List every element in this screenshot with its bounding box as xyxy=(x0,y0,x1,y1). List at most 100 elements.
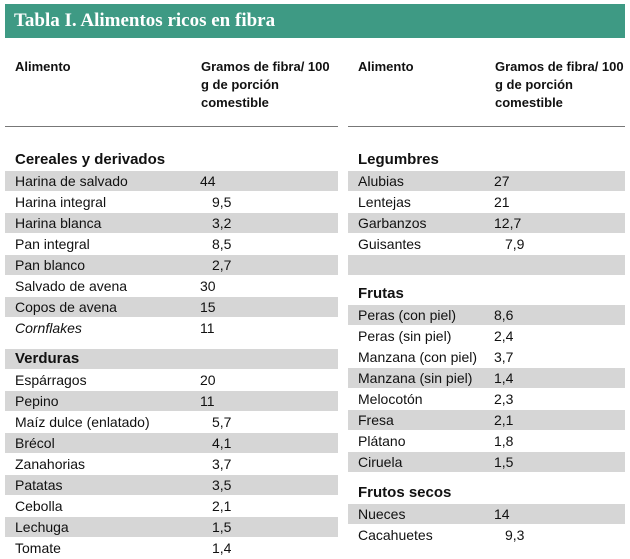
table-row: Garbanzos 12,7 xyxy=(348,213,625,234)
fiber-value: 8,6 xyxy=(494,307,514,323)
section-title: Frutas xyxy=(348,284,625,305)
section-name: Frutos secos xyxy=(358,484,452,501)
food-name: Brécol xyxy=(15,435,55,451)
food-name: Copos de avena xyxy=(15,299,117,315)
right-column: Alimento Gramos de fibra/ 100 g de porci… xyxy=(348,38,625,546)
food-name: Peras (sin piel) xyxy=(358,328,452,344)
section-title: Verduras xyxy=(5,349,338,370)
food-name: Lentejas xyxy=(358,194,411,210)
food-name: Nueces xyxy=(358,506,406,522)
fiber-value: 2,7 xyxy=(212,257,232,273)
fiber-value: 5,7 xyxy=(212,414,232,430)
table-row: Manzana (sin piel) 1,4 xyxy=(348,368,625,389)
food-name: Manzana (sin piel) xyxy=(358,370,473,386)
fiber-value: 12,7 xyxy=(494,215,522,231)
fiber-value: 9,3 xyxy=(505,527,525,543)
fiber-value: 9,5 xyxy=(212,194,232,210)
table-row: Cebolla 2,1 xyxy=(5,496,338,517)
table-row: Ciruela 1,5 xyxy=(348,452,625,473)
table-row: Harina blanca 3,2 xyxy=(5,213,338,234)
food-name: Salvado de avena xyxy=(15,278,128,294)
fiber-header: Gramos de fibra/ 100 g de porción comest… xyxy=(201,59,330,110)
table-row: Copos de avena 15 xyxy=(5,297,338,318)
food-name: Lechuga xyxy=(15,519,69,535)
fiber-value: 21 xyxy=(494,194,510,210)
fiber-value: 11 xyxy=(200,393,215,409)
table-row: Maíz dulce (enlatado) 5,7 xyxy=(5,412,338,433)
fiber-value: 44 xyxy=(200,173,216,189)
food-name: Melocotón xyxy=(358,391,423,407)
empty-row xyxy=(348,255,625,276)
section-name: Frutas xyxy=(358,285,404,302)
table-row: Cornflakes 11 xyxy=(5,318,338,339)
fiber-value: 3,7 xyxy=(212,456,232,472)
fiber-value: 20 xyxy=(200,372,216,388)
table-row: Peras (con piel) 8,6 xyxy=(348,305,625,326)
fiber-value: 30 xyxy=(200,278,216,294)
fiber-value: 27 xyxy=(494,173,510,189)
fiber-value: 1,4 xyxy=(494,370,514,386)
fiber-value: 1,5 xyxy=(212,519,232,535)
section-title: Frutos secos xyxy=(348,483,625,504)
fiber-value: 2,1 xyxy=(212,498,232,514)
fiber-value: 7,9 xyxy=(505,236,525,252)
food-name: Cacahuetes xyxy=(358,527,433,543)
table-row: Brécol 4,1 xyxy=(5,433,338,454)
food-name: Ciruela xyxy=(358,454,403,470)
food-name: Fresa xyxy=(358,412,394,428)
food-name: Peras (con piel) xyxy=(358,307,457,323)
food-name: Pan integral xyxy=(15,236,90,252)
food-name: Pan blanco xyxy=(15,257,86,273)
table-row: Plátano 1,8 xyxy=(348,431,625,452)
table-row: Harina integral 9,5 xyxy=(5,192,338,213)
table-row: Lentejas 21 xyxy=(348,192,625,213)
table-row: Harina de salvado 44 xyxy=(5,171,338,192)
fiber-value: 2,4 xyxy=(494,328,514,344)
table-row: Salvado de avena 30 xyxy=(5,276,338,297)
table-row: Tomate 1,4 xyxy=(5,538,338,559)
right-header: Alimento Gramos de fibra/ 100 g de porci… xyxy=(348,38,625,127)
food-name: Cornflakes xyxy=(15,320,82,336)
food-name: Harina integral xyxy=(15,194,107,210)
table-row: Patatas 3,5 xyxy=(5,475,338,496)
table-row: Melocotón 2,3 xyxy=(348,389,625,410)
food-header: Alimento xyxy=(15,59,71,74)
table-row: Alubias 27 xyxy=(348,171,625,192)
fiber-value: 3,7 xyxy=(494,349,514,365)
section-title: Cereales y derivados xyxy=(5,150,338,171)
food-name: Pepino xyxy=(15,393,59,409)
table-row: Fresa 2,1 xyxy=(348,410,625,431)
fiber-value: 3,5 xyxy=(212,477,232,493)
table-row: Pepino 11 xyxy=(5,391,338,412)
fiber-value: 2,3 xyxy=(494,391,514,407)
fiber-value: 15 xyxy=(200,299,216,315)
table-row: Pan blanco 2,7 xyxy=(5,255,338,276)
left-header: Alimento Gramos de fibra/ 100 g de porci… xyxy=(5,38,338,127)
left-column: Alimento Gramos de fibra/ 100 g de porci… xyxy=(5,38,338,559)
food-name: Alubias xyxy=(358,173,404,189)
food-name: Espárragos xyxy=(15,372,87,388)
fiber-value: 8,5 xyxy=(212,236,232,252)
fiber-value: 1,8 xyxy=(494,433,514,449)
fiber-value: 2,1 xyxy=(494,412,514,428)
section-name: Cereales y derivados xyxy=(15,151,166,168)
fiber-value: 1,5 xyxy=(494,454,514,470)
food-name: Zanahorias xyxy=(15,456,86,472)
section-name: Verduras xyxy=(15,350,80,367)
section-title: Legumbres xyxy=(348,150,625,171)
fiber-header: Gramos de fibra/ 100 g de porción comest… xyxy=(495,59,624,110)
food-name: Cebolla xyxy=(15,498,63,514)
table-row: Guisantes 7,9 xyxy=(348,234,625,255)
food-name: Manzana (con piel) xyxy=(358,349,478,365)
section-name: Legumbres xyxy=(358,151,439,168)
food-header: Alimento xyxy=(358,59,414,74)
food-name: Harina de salvado xyxy=(15,173,128,189)
table-row: Nueces 14 xyxy=(348,504,625,525)
table-row: Peras (sin piel) 2,4 xyxy=(348,326,625,347)
fiber-value: 14 xyxy=(494,506,510,522)
fiber-value: 3,2 xyxy=(212,215,232,231)
table-row: Pan integral 8,5 xyxy=(5,234,338,255)
food-name: Tomate xyxy=(15,540,61,556)
table-row: Cacahuetes 9,3 xyxy=(348,525,625,546)
fiber-value: 4,1 xyxy=(212,435,232,451)
